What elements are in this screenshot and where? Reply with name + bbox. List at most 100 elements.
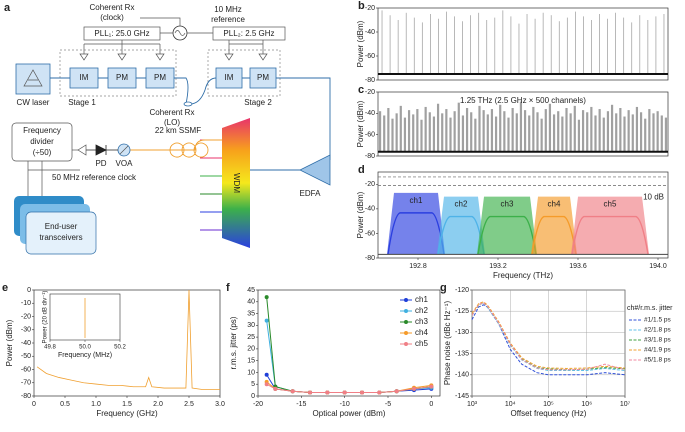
panel-label: c <box>358 84 364 96</box>
marker <box>429 384 434 389</box>
y-tick-label: 0 <box>251 393 255 400</box>
legend-title: ch#/r.m.s. jitter <box>627 305 673 312</box>
label: (clock) <box>100 13 124 22</box>
x-tick-label: -5 <box>385 401 391 408</box>
x-tick-label: 10³ <box>467 401 478 408</box>
y-tick-label: 15 <box>247 358 255 365</box>
modulator <box>69 67 99 89</box>
voa-icon <box>119 145 129 155</box>
x-tick-label: 2.0 <box>153 401 163 408</box>
passband <box>531 215 577 255</box>
y-axis-label: Power (dBm) <box>356 100 365 147</box>
series-line <box>471 302 626 371</box>
y-tick-label: -130 <box>455 329 469 336</box>
y-tick-label: 35 <box>247 310 255 317</box>
label: PLL₁: 25.0 GHz <box>94 29 149 38</box>
x-axis-label: Offset frequency (Hz) <box>511 409 587 418</box>
edfa <box>299 154 331 186</box>
y-tick-label: 45 <box>247 287 255 294</box>
label: PM <box>116 73 128 82</box>
y-tick-label: -60 <box>365 53 375 60</box>
label: Coherent Rx <box>90 3 135 12</box>
y-tick-label: -60 <box>21 366 31 373</box>
legend-label: ch4 <box>415 328 428 337</box>
y-tick-label: 40 <box>247 299 255 306</box>
series-line <box>36 289 220 390</box>
marker <box>264 372 269 377</box>
x-tick-label: 2.5 <box>184 401 194 408</box>
passband <box>571 215 649 255</box>
inset-y-label: Power (20 dB div⁻¹) <box>43 291 49 344</box>
laser <box>15 63 51 95</box>
label: End-user <box>45 222 78 231</box>
y-tick-label: -30 <box>21 327 31 334</box>
label: PD <box>95 159 106 168</box>
channel <box>387 192 445 255</box>
plot-frame <box>377 7 669 81</box>
x-tick-label: 0 <box>32 401 36 408</box>
y-axis-label: Power (dBm) <box>356 191 365 238</box>
y-tick-label: -40 <box>21 340 31 347</box>
y-tick-label: -140 <box>455 372 469 379</box>
y-tick-label: -20 <box>365 181 375 188</box>
x-tick-label: 10⁷ <box>620 401 631 408</box>
setup-diagram: a Coherent Rx (clock) 10 MHz reference P… <box>4 2 331 255</box>
inset-tick-label: 49.8 <box>44 345 56 351</box>
legend-label: ch5 <box>415 339 428 348</box>
label: VOA <box>116 159 134 168</box>
y-tick-label: -60 <box>365 132 375 139</box>
ssmf <box>130 139 222 158</box>
label: Coherent Rx <box>150 108 195 117</box>
legend-label: #3/1.8 ps <box>644 337 671 344</box>
pll-box <box>212 26 286 41</box>
legend-label: ch3 <box>415 317 428 326</box>
y-tick-label: -50 <box>21 353 31 360</box>
plot-frame <box>257 289 441 397</box>
legend-label: #1/1.5 ps <box>644 317 671 324</box>
y-axis-label: Phase noise (dBc Hz⁻¹) <box>443 301 452 386</box>
legend-label: ch2 <box>415 306 428 315</box>
x-axis-label: Frequency (THz) <box>493 271 553 280</box>
channel-label: ch3 <box>501 200 514 209</box>
y-tick-label: 30 <box>247 322 255 329</box>
y-axis-label: Power (dBm) <box>5 319 14 366</box>
output <box>200 139 222 159</box>
x-tick-label: 0 <box>429 401 433 408</box>
label: CW laser <box>17 98 50 107</box>
wire <box>83 40 264 54</box>
wire <box>140 17 213 34</box>
y-tick-label: -20 <box>365 89 375 96</box>
x-tick-label: 193.6 <box>569 263 587 270</box>
sine <box>174 30 186 36</box>
legend-marker <box>404 320 408 324</box>
y-axis-label: r.m.s. jitter (ps) <box>229 316 238 369</box>
y-tick-label: 10 <box>247 369 255 376</box>
modulator <box>249 67 277 89</box>
inset-tick-label: 50.2 <box>114 345 126 351</box>
stage-box <box>59 49 177 97</box>
y-tick-label: 20 <box>247 346 255 353</box>
label: PLL₂: 2.5 GHz <box>223 29 274 38</box>
label: PM <box>257 73 269 82</box>
y-tick-label: -80 <box>21 393 31 400</box>
fiber <box>50 77 331 160</box>
y-tick-label: -10 <box>21 300 31 307</box>
inset-tick-label: 50.0 <box>79 345 91 351</box>
panel-label: a <box>4 2 11 14</box>
modulator <box>145 67 175 89</box>
x-tick-label: 1.5 <box>122 401 132 408</box>
series-line <box>471 301 626 369</box>
y-tick-label: -80 <box>365 153 375 160</box>
legend-label: #2/1.8 ps <box>644 327 671 334</box>
x-axis-label: Frequency (GHz) <box>96 409 158 418</box>
marker <box>273 386 278 391</box>
annotation: 1.25 THz (2.5 GHz × 500 channels) <box>460 96 586 105</box>
legend-label: ch1 <box>415 295 428 304</box>
plot-frame <box>377 91 669 157</box>
marker <box>290 389 295 394</box>
x-tick-label: 10⁵ <box>543 401 554 408</box>
marker <box>412 386 416 391</box>
label: divider <box>30 137 54 146</box>
label: WDM <box>232 173 241 193</box>
x-tick-label: -10 <box>340 401 350 408</box>
